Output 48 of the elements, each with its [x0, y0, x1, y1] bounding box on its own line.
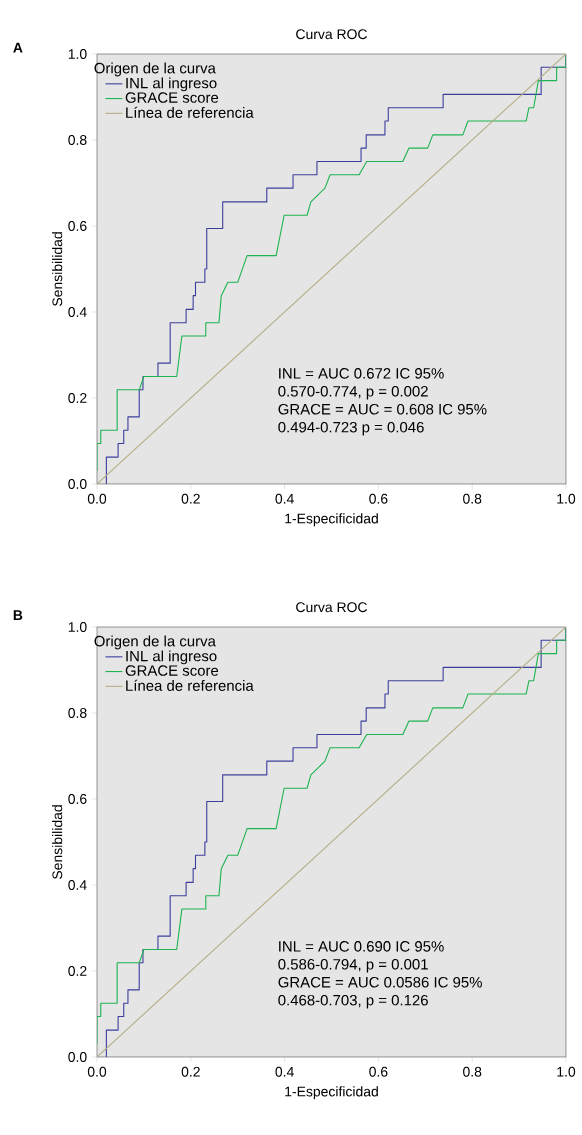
y-tick-label: 0.2	[68, 393, 87, 403]
annotation: 0.586-0.794, p = 0.001	[278, 959, 428, 973]
y-tick-label: 0.0	[68, 1052, 87, 1062]
y-axis-title: Sensibilidad	[52, 805, 63, 879]
annotation: INL = AUC 0.690 IC 95%	[279, 941, 444, 952]
x-tick-label: 0.6	[369, 493, 388, 504]
chart-title: Curva ROC	[296, 29, 367, 40]
y-tick-label: 0.6	[68, 221, 87, 231]
y-tick-label: 0.8	[68, 708, 87, 718]
annotation: 0.570-0.774, p = 0.002	[278, 386, 428, 400]
legend-label: GRACE score	[125, 92, 219, 103]
text: B	[13, 610, 23, 620]
x-tick-label: 0.8	[463, 1066, 482, 1077]
y-tick-label: 0.8	[68, 135, 87, 145]
x-tick-label: 0.4	[275, 493, 294, 504]
y-axis-title: Sensibilidad	[52, 232, 63, 306]
legend-label: Línea de referencia	[126, 679, 254, 691]
x-tick-label: 0.2	[181, 1066, 200, 1077]
legend-label: INL al ingreso	[126, 77, 217, 92]
legend-label: INL al ingreso	[126, 650, 217, 665]
annotation: 0.494-0.723 p = 0.046	[278, 421, 424, 436]
y-tick-label: 1.0	[68, 49, 87, 59]
legend-label: GRACE score	[125, 665, 219, 676]
x-tick-label: 0.0	[87, 1066, 107, 1077]
legend-title: Origen de la curva	[94, 62, 216, 77]
y-tick-label: 0.6	[68, 794, 87, 804]
y-tick-label: 0.2	[68, 966, 87, 976]
y-tick-label: 0.4	[68, 880, 87, 890]
x-tick-label: 0.6	[369, 1066, 388, 1077]
x-tick-label: 1.0	[557, 493, 576, 504]
annotation: GRACE = AUC = 0.608 IC 95%	[278, 403, 487, 415]
x-axis-title: 1-Especificidad	[285, 513, 378, 527]
text: A	[13, 42, 23, 53]
x-tick-label: 0.4	[275, 1066, 294, 1077]
y-tick-label: 1.0	[68, 622, 87, 632]
y-tick-label: 0.0	[68, 479, 87, 489]
x-tick-label: 0.8	[463, 493, 482, 504]
annotation: INL = AUC 0.672 IC 95%	[279, 368, 444, 379]
annotation: 0.468-0.703, p = 0.126	[278, 994, 428, 1009]
x-tick-label: 1.0	[557, 1066, 576, 1077]
x-tick-label: 0.2	[181, 493, 200, 504]
x-tick-label: 0.0	[87, 493, 107, 504]
x-axis-title: 1-Especificidad	[285, 1086, 378, 1100]
legend-title: Origen de la curva	[94, 635, 216, 650]
chart-title: Curva ROC	[296, 602, 367, 613]
legend-label: Línea de referencia	[126, 106, 254, 118]
y-tick-label: 0.4	[68, 307, 87, 317]
annotation: GRACE = AUC 0.0586 IC 95%	[278, 976, 482, 988]
